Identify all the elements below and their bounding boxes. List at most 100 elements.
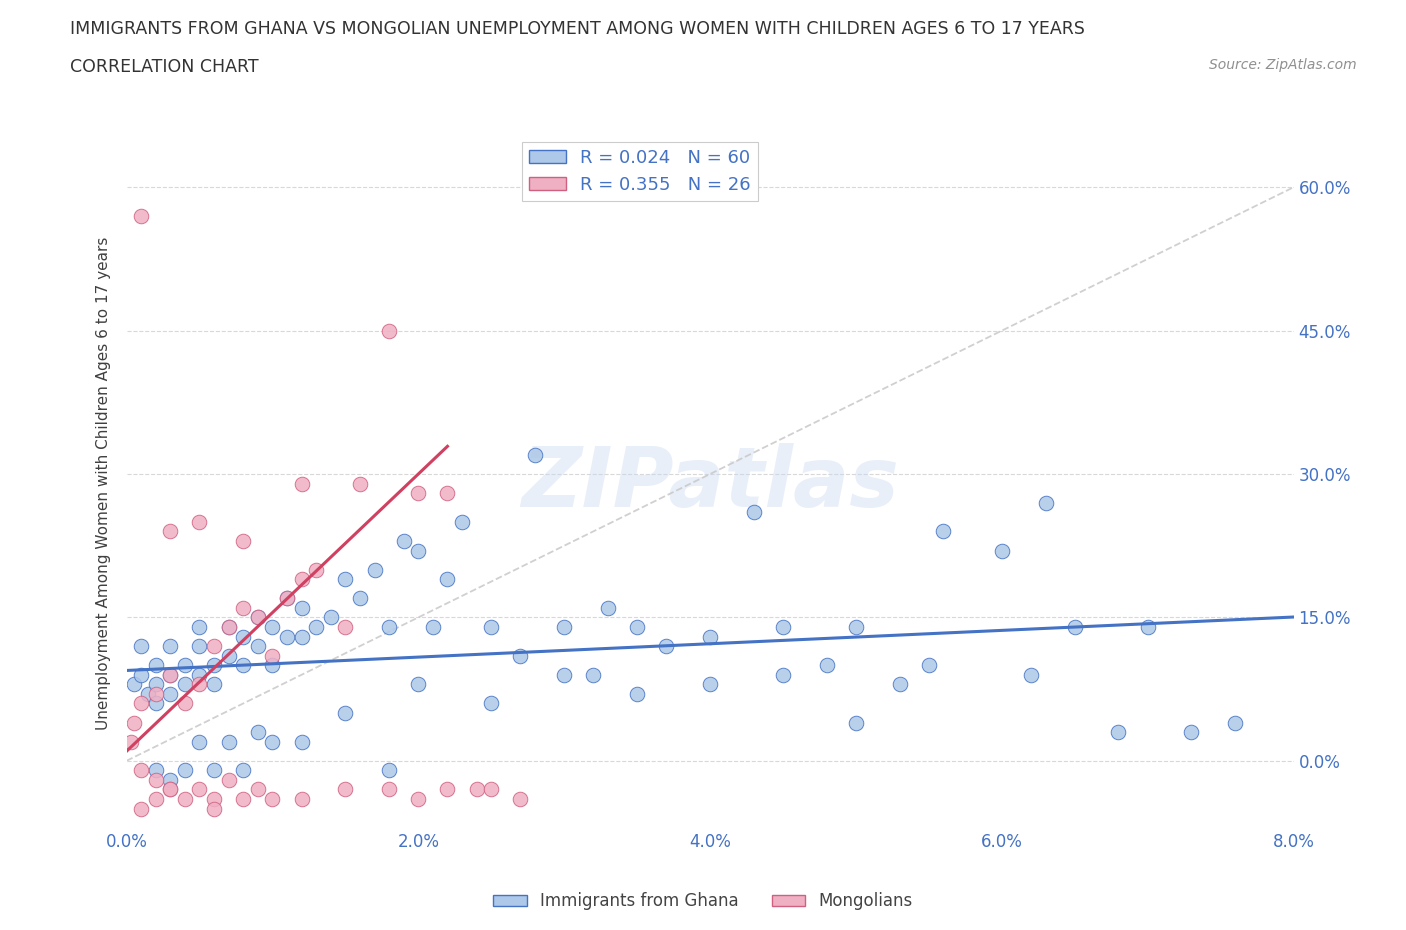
Point [188, 668, 211, 683]
Point [262, 735, 284, 750]
Point [932, 524, 955, 538]
Point [145, 658, 167, 672]
Point [990, 543, 1012, 558]
Point [290, 791, 312, 806]
Point [159, 686, 181, 701]
Point [305, 619, 328, 634]
Point [699, 677, 721, 692]
Point [553, 668, 575, 683]
Point [335, 619, 357, 634]
Point [335, 706, 357, 721]
Point [290, 572, 312, 587]
Point [276, 629, 298, 644]
Point [174, 677, 197, 692]
Point [159, 524, 181, 538]
Legend: Immigrants from Ghana, Mongolians: Immigrants from Ghana, Mongolians [486, 885, 920, 917]
Point [335, 572, 357, 587]
Point [188, 619, 211, 634]
Point [436, 782, 458, 797]
Point [451, 514, 474, 529]
Point [188, 514, 211, 529]
Point [1019, 668, 1042, 683]
Point [626, 619, 648, 634]
Point [218, 773, 240, 788]
Point [1108, 724, 1130, 739]
Text: Source: ZipAtlas.com: Source: ZipAtlas.com [1209, 58, 1357, 72]
Point [465, 782, 488, 797]
Point [276, 591, 298, 605]
Point [232, 629, 254, 644]
Point [845, 619, 868, 634]
Point [349, 476, 371, 491]
Point [202, 801, 225, 816]
Point [1063, 619, 1085, 634]
Text: ZIPatlas: ZIPatlas [522, 443, 898, 525]
Point [145, 791, 167, 806]
Point [523, 447, 546, 462]
Point [232, 601, 254, 616]
Point [772, 619, 794, 634]
Point [232, 534, 254, 549]
Point [1035, 496, 1057, 511]
Point [408, 677, 430, 692]
Point [262, 619, 284, 634]
Point [122, 677, 145, 692]
Point [129, 639, 152, 654]
Point [626, 686, 648, 701]
Point [553, 619, 575, 634]
Point [349, 591, 371, 605]
Point [1180, 724, 1202, 739]
Point [129, 668, 152, 683]
Point [408, 485, 430, 500]
Point [363, 562, 385, 577]
Point [174, 696, 197, 711]
Point [290, 476, 312, 491]
Point [138, 686, 160, 701]
Point [815, 658, 838, 672]
Point [159, 639, 181, 654]
Point [319, 610, 342, 625]
Point [290, 629, 312, 644]
Text: IMMIGRANTS FROM GHANA VS MONGOLIAN UNEMPLOYMENT AMONG WOMEN WITH CHILDREN AGES 6: IMMIGRANTS FROM GHANA VS MONGOLIAN UNEMP… [70, 20, 1085, 38]
Point [188, 735, 211, 750]
Point [378, 324, 401, 339]
Point [305, 562, 328, 577]
Point [202, 763, 225, 777]
Point [889, 677, 911, 692]
Point [129, 801, 152, 816]
Point [422, 619, 444, 634]
Point [202, 639, 225, 654]
Point [479, 782, 502, 797]
Point [145, 763, 167, 777]
Point [479, 696, 502, 711]
Point [202, 791, 225, 806]
Point [159, 782, 181, 797]
Point [246, 610, 269, 625]
Point [218, 619, 240, 634]
Point [232, 658, 254, 672]
Point [246, 639, 269, 654]
Point [232, 791, 254, 806]
Point [159, 773, 181, 788]
Point [188, 677, 211, 692]
Point [218, 735, 240, 750]
Point [246, 610, 269, 625]
Point [772, 668, 794, 683]
Point [246, 724, 269, 739]
Point [408, 543, 430, 558]
Text: CORRELATION CHART: CORRELATION CHART [70, 58, 259, 75]
Point [742, 505, 765, 520]
Point [232, 763, 254, 777]
Point [1223, 715, 1247, 730]
Point [188, 782, 211, 797]
Point [145, 773, 167, 788]
Point [1136, 619, 1159, 634]
Point [290, 735, 312, 750]
Point [159, 668, 181, 683]
Point [378, 619, 401, 634]
Point [335, 782, 357, 797]
Legend: R = 0.024   N = 60, R = 0.355   N = 26: R = 0.024 N = 60, R = 0.355 N = 26 [522, 141, 758, 201]
Point [699, 629, 721, 644]
Point [122, 715, 145, 730]
Point [218, 619, 240, 634]
